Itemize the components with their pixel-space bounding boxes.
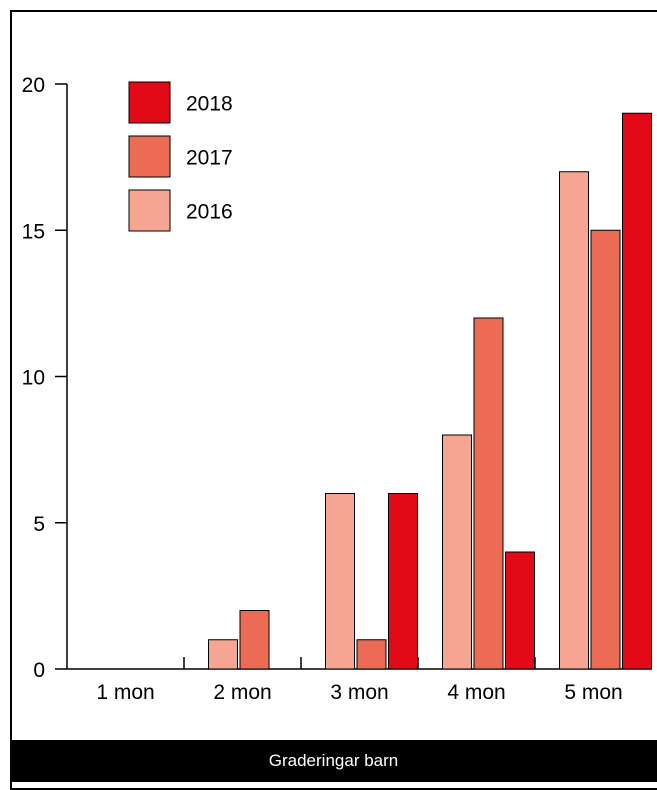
bar-2017-3-mon xyxy=(356,639,387,670)
chart-caption: Graderingar barn xyxy=(10,740,657,782)
bars xyxy=(208,112,652,670)
bar-2018-3-mon xyxy=(388,493,418,670)
legend-label-2016: 2016 xyxy=(186,201,233,224)
bar-2018-5-mon xyxy=(622,112,652,670)
bar-2016-5-mon xyxy=(559,171,589,670)
y-tick-label: 15 xyxy=(22,220,45,243)
y-tick-label: 10 xyxy=(22,367,45,390)
legend-swatch-2016 xyxy=(128,189,171,232)
x-tick-label: 5 mon xyxy=(564,681,622,704)
legend-swatch-2018 xyxy=(128,81,171,124)
bar-2017-5-mon xyxy=(590,229,621,670)
x-tick-label: 1 mon xyxy=(96,681,154,704)
bar-2018-4-mon xyxy=(505,551,535,670)
bar-2016-2-mon xyxy=(208,639,238,670)
bar-2017-4-mon xyxy=(473,317,504,670)
x-tick-label: 3 mon xyxy=(330,681,388,704)
y-tick-label: 0 xyxy=(33,659,45,682)
bar-2016-3-mon xyxy=(325,493,355,670)
legend-label-2017: 2017 xyxy=(186,147,233,170)
y-tick-label: 5 xyxy=(33,513,45,536)
bar-2017-2-mon xyxy=(239,610,270,670)
x-tick-label: 2 mon xyxy=(213,681,271,704)
legend-swatch-2017 xyxy=(128,135,171,178)
axes: 0 5 10 15 20 1 mon 2 mon 3 mon 4 mon 5 mon xyxy=(22,74,652,704)
y-tick-label: 20 xyxy=(22,74,45,97)
legend-label-2018: 2018 xyxy=(186,93,233,116)
legend: 2018 2017 2016 xyxy=(128,81,233,232)
bar-2016-4-mon xyxy=(442,434,472,670)
x-tick-label: 4 mon xyxy=(447,681,505,704)
